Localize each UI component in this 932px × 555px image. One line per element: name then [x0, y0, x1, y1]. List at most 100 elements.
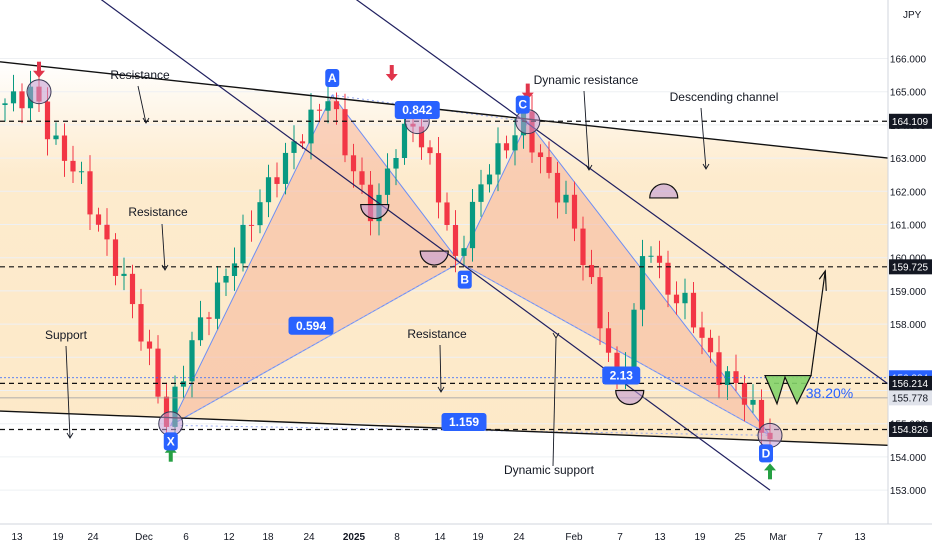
candle-body — [223, 275, 229, 283]
candle-body — [597, 277, 603, 329]
candle-body — [155, 348, 161, 397]
price-label: 159.725 — [892, 262, 929, 273]
pivot-circle — [158, 411, 184, 437]
pattern-diagonal-BD — [459, 262, 771, 436]
candle-body — [546, 157, 552, 173]
price-label-bg — [889, 421, 932, 437]
x-tick-label: Feb — [565, 532, 583, 543]
candle-body — [189, 340, 195, 382]
currency-label: JPY — [903, 10, 922, 21]
candle-body — [112, 239, 119, 276]
candle-body — [129, 273, 136, 305]
annotation-resistance-top-leader-head — [142, 117, 150, 124]
candle-body — [214, 282, 221, 319]
candle-body — [461, 248, 467, 256]
candle-body — [197, 317, 204, 341]
ratio-label: 0.842 — [394, 100, 440, 119]
candle-body — [240, 224, 246, 264]
x-tick-label: 2025 — [343, 532, 366, 543]
candle-body — [206, 317, 212, 319]
price-label-bg — [889, 375, 932, 391]
candle-body — [138, 304, 144, 342]
candle-body — [342, 109, 348, 156]
candle-body — [571, 194, 578, 229]
point-label-D: D — [759, 444, 773, 463]
annotation-resistance-top: Resistance — [110, 68, 170, 82]
y-tick-label: 165.000 — [890, 88, 927, 99]
candle-body — [690, 292, 697, 328]
candle-body — [444, 202, 450, 225]
y-tick-label: 153.000 — [890, 486, 927, 497]
annotation-descending-channel: Descending channel — [670, 90, 779, 104]
dynamic-support-line — [100, 0, 771, 491]
price-label-bg — [889, 390, 932, 406]
annotation-descending-channel-leader — [700, 107, 707, 170]
candle-body — [2, 103, 8, 105]
y-tick-label: 159.000 — [890, 287, 927, 298]
candle-body — [750, 399, 756, 405]
point-label-C-text: C — [518, 98, 527, 112]
price-axis-bg — [888, 0, 932, 550]
ratio-label-bg — [394, 100, 440, 119]
candle-body — [257, 202, 263, 226]
x-tick-label: 13 — [854, 532, 866, 543]
annotation-dynamic-support-leader-head — [552, 332, 560, 339]
point-label-C: C — [515, 95, 530, 114]
x-tick-label: 8 — [394, 532, 400, 543]
candle-body — [495, 143, 501, 175]
arrow-head — [764, 463, 776, 471]
annotation-resistance-low-leader-head — [437, 386, 445, 393]
annotation-resistance-mid: Resistance — [128, 205, 188, 219]
candle-body — [308, 109, 314, 144]
y-tick-label: 162.000 — [890, 187, 927, 198]
candle-body — [716, 352, 722, 385]
x-tick-label: 13 — [11, 532, 23, 543]
candle-body — [452, 224, 459, 256]
annotation-support-leader-head — [66, 432, 74, 439]
red-down-arrow — [385, 65, 398, 82]
candle-body — [665, 262, 671, 295]
arrow-head — [33, 70, 45, 78]
candle-body — [741, 383, 748, 405]
candle-body — [588, 265, 595, 278]
candle-body — [656, 255, 663, 263]
bounce-wedge — [360, 203, 390, 220]
x-tick-label: Mar — [769, 532, 787, 543]
point-label-B: B — [457, 270, 472, 289]
point-label-A-text: A — [328, 71, 337, 85]
candle-body — [274, 177, 280, 184]
candle-body — [724, 371, 731, 385]
annotation-resistance-top-leader — [137, 85, 147, 124]
time-axis-bg — [0, 524, 932, 550]
candle-body — [78, 171, 85, 173]
arrow-shaft — [525, 83, 530, 94]
y-tick-label: 158.000 — [890, 320, 927, 331]
candle-body — [87, 171, 93, 215]
candle-body — [393, 158, 399, 169]
ratio-label-text: 0.842 — [402, 103, 432, 117]
pattern-triangle-bcd — [459, 120, 771, 436]
x-tick-label: 19 — [52, 532, 64, 543]
y-tick-label: 163.000 — [890, 154, 927, 165]
y-tick-label: 166.000 — [890, 55, 927, 66]
candle-body — [53, 135, 59, 140]
ratio-label: 0.594 — [288, 316, 334, 335]
ratio-label: 2.13 — [602, 366, 641, 385]
candle-body — [316, 109, 323, 111]
arrow-shaft — [37, 61, 41, 72]
candle-body — [350, 155, 357, 172]
x-tick-label: 7 — [617, 532, 623, 543]
point-label-X-bg — [163, 432, 178, 451]
candle-body — [121, 273, 127, 276]
candle-body — [401, 123, 408, 159]
candle-body — [61, 135, 68, 161]
ratio-label-bg — [288, 316, 334, 335]
x-tick-label: 19 — [472, 532, 484, 543]
point-label-A-bg — [325, 69, 340, 88]
time-axis: 13 19 24 Dec 6 12 18 24 2025 8 14 19 24 Feb 7 13 19 25 Mar… — [0, 523, 932, 550]
annotation-resistance-mid-leader-head — [161, 264, 169, 271]
candle-body — [172, 386, 178, 427]
candle-body — [299, 141, 306, 144]
price-label-bg — [889, 259, 932, 275]
